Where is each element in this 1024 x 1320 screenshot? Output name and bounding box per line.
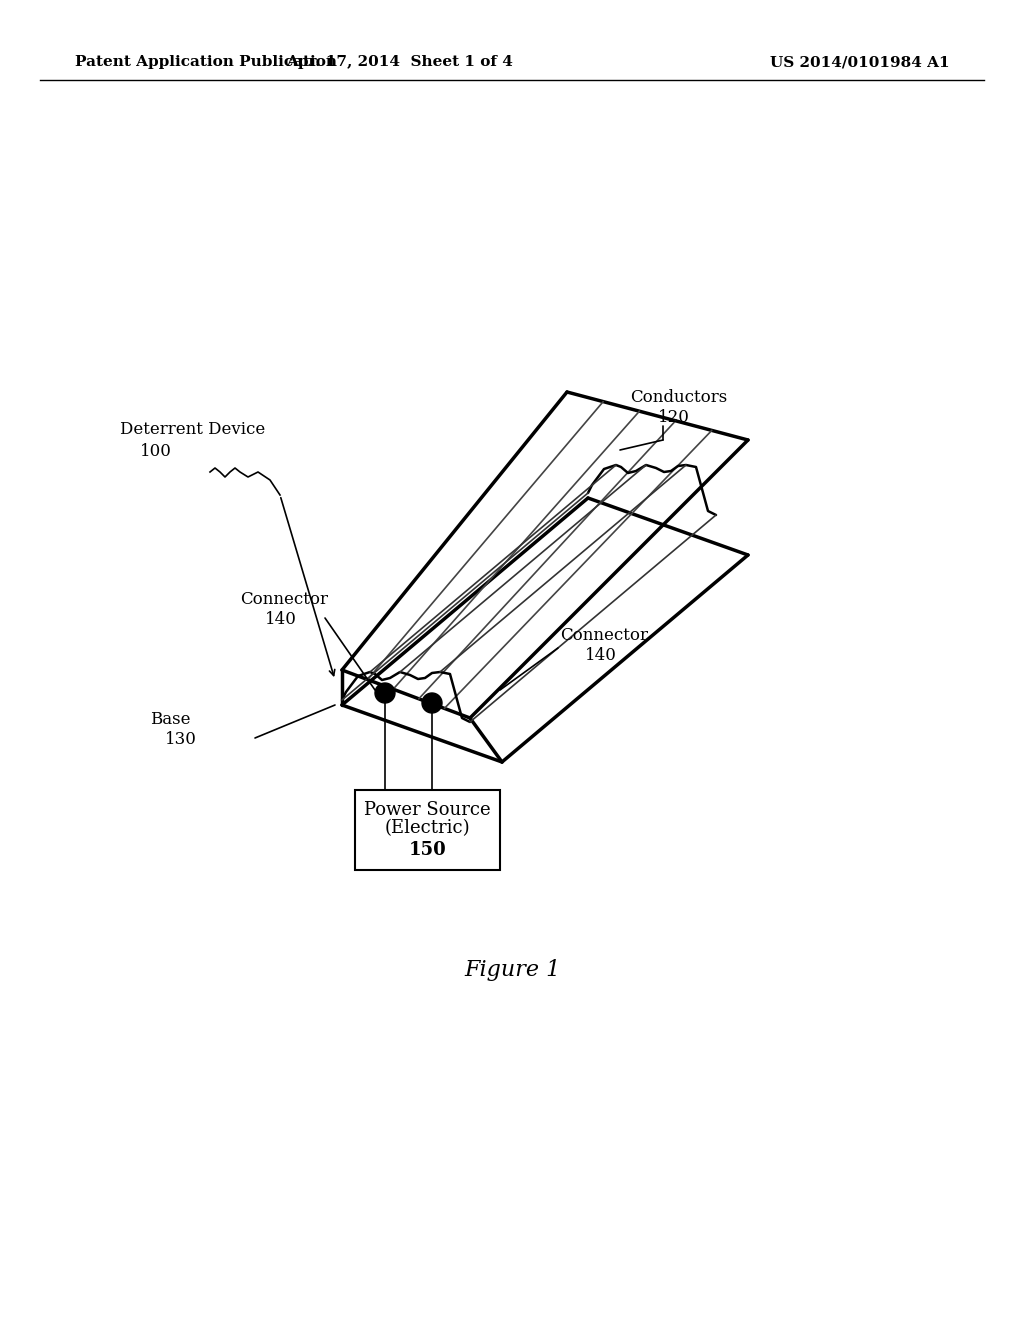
Circle shape — [422, 693, 442, 713]
Bar — [355, 789, 500, 870]
Text: 120: 120 — [658, 409, 690, 426]
Circle shape — [375, 682, 395, 704]
Text: Base: Base — [150, 711, 190, 729]
Text: Deterrent Device: Deterrent Device — [120, 421, 265, 438]
Text: Conductors: Conductors — [630, 389, 727, 407]
FancyArrowPatch shape — [281, 498, 335, 676]
Text: 130: 130 — [165, 731, 197, 748]
Text: 140: 140 — [265, 611, 297, 628]
Text: 150: 150 — [409, 841, 446, 859]
Text: Figure 1: Figure 1 — [464, 960, 560, 981]
Text: Connector: Connector — [240, 591, 328, 609]
Text: 140: 140 — [585, 647, 616, 664]
Text: (Electric): (Electric) — [385, 818, 470, 837]
Text: US 2014/0101984 A1: US 2014/0101984 A1 — [770, 55, 950, 69]
Text: 100: 100 — [140, 444, 172, 461]
Text: Patent Application Publication: Patent Application Publication — [75, 55, 337, 69]
Text: Apr. 17, 2014  Sheet 1 of 4: Apr. 17, 2014 Sheet 1 of 4 — [287, 55, 513, 69]
Text: Connector: Connector — [560, 627, 648, 644]
Text: Power Source: Power Source — [365, 801, 490, 818]
